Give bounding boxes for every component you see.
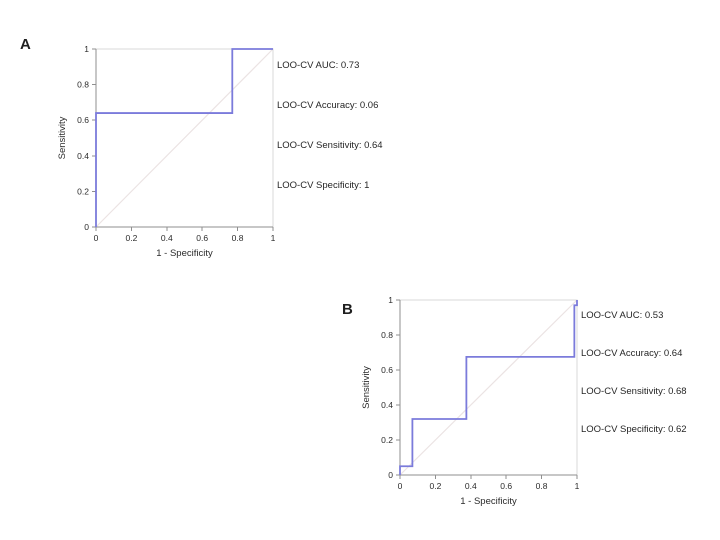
x-tick-label: 0 xyxy=(398,481,403,491)
y-tick-label: 0 xyxy=(388,470,393,480)
x-tick-label: 0.2 xyxy=(429,481,441,491)
x-tick-label: 0.4 xyxy=(465,481,477,491)
reference-diagonal-line xyxy=(399,299,578,476)
y-tick-label: 0.6 xyxy=(77,115,89,125)
y-tick-label: 0.8 xyxy=(381,330,393,340)
reference-diagonal-line xyxy=(95,48,274,228)
x-tick-label: 0.2 xyxy=(125,233,137,243)
x-axis-title: 1 - Specificity xyxy=(156,248,213,259)
panel-label-b: B xyxy=(342,301,354,318)
y-tick-label: 0.8 xyxy=(77,80,89,90)
stat-line-specificity: LOO-CV Specificity: 0.62 xyxy=(581,423,687,435)
roc-curve-line xyxy=(95,48,273,227)
x-tick-label: 1 xyxy=(575,481,580,491)
stat-line-accuracy: LOO-CV Accuracy: 0.06 xyxy=(277,100,379,111)
y-tick-label: 0.2 xyxy=(77,186,89,196)
stat-line-sensitivity: LOO-CV Sensitivity: 0.64 xyxy=(277,140,383,151)
x-tick-label: 0.8 xyxy=(232,233,244,243)
y-axis-title: Sensitivity xyxy=(361,366,372,409)
stat-line-accuracy: LOO-CV Accuracy: 0.64 xyxy=(581,347,683,359)
stat-line-specificity: LOO-CV Specificity: 1 xyxy=(277,180,370,191)
stats-annotation-a: LOO-CV AUC: 0.73 LOO-CV Accuracy: 0.06 L… xyxy=(277,56,383,216)
y-tick-label: 0.4 xyxy=(381,400,393,410)
y-tick-label: 0.6 xyxy=(381,365,393,375)
x-axis-title: 1 - Specificity xyxy=(460,496,517,507)
y-tick-label: 0 xyxy=(84,222,89,232)
x-tick-label: 0.6 xyxy=(196,233,208,243)
x-tick-label: 1 xyxy=(271,233,276,243)
roc-plot-svg-b: 0 0.2 0.4 0.6 0.8 1 0 0.2 0.4 0.6 0.8 1 1 - Specific… xyxy=(361,295,580,507)
y-tick-label: 0.4 xyxy=(77,151,89,161)
y-axis-title: Sensitivity xyxy=(57,116,68,159)
roc-chart-b: 0 0.2 0.4 0.6 0.8 1 0 0.2 0.4 0.6 0.8 1 1 - Specific… xyxy=(354,291,594,521)
x-tick-label: 0.4 xyxy=(161,233,173,243)
panel-label-a: A xyxy=(20,36,32,53)
y-tick-label: 1 xyxy=(84,44,89,54)
stats-annotation-b: LOO-CV AUC: 0.53 LOO-CV Accuracy: 0.64 L… xyxy=(581,306,687,458)
stat-line-sensitivity: LOO-CV Sensitivity: 0.68 xyxy=(581,385,687,397)
y-tick-label: 1 xyxy=(388,295,393,305)
roc-chart-a: 0 0.2 0.4 0.6 0.8 1 0 0.2 0.4 0.6 0.8 1 1 - Specific… xyxy=(50,40,290,270)
roc-curve-line xyxy=(399,300,578,475)
roc-plot-svg-a: 0 0.2 0.4 0.6 0.8 1 0 0.2 0.4 0.6 0.8 1 1 - Specific… xyxy=(57,44,276,259)
x-tick-label: 0 xyxy=(94,233,99,243)
x-tick-label: 0.8 xyxy=(536,481,548,491)
x-tick-label: 0.6 xyxy=(500,481,512,491)
stat-line-auc: LOO-CV AUC: 0.73 xyxy=(277,60,360,71)
y-tick-label: 0.2 xyxy=(381,435,393,445)
stat-line-auc: LOO-CV AUC: 0.53 xyxy=(581,309,664,321)
